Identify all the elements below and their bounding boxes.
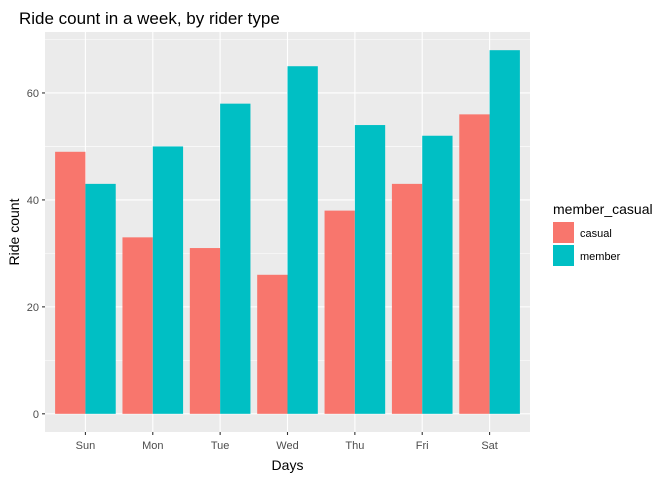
legend-label-casual: casual xyxy=(580,228,612,240)
bar-casual-mon xyxy=(122,237,153,414)
x-axis-ticks: Sun Mon Tue Wed Thu Fri Sat xyxy=(76,432,498,452)
bar-casual-fri xyxy=(391,183,423,414)
bar-casual-sat xyxy=(459,114,490,414)
bar-casual-wed xyxy=(257,274,288,414)
legend-key-member xyxy=(553,245,574,266)
x-tick-label: Sat xyxy=(481,440,498,452)
bar-casual-tue xyxy=(189,248,221,414)
x-tick-label: Sun xyxy=(76,440,96,452)
x-tick-label: Thu xyxy=(345,440,364,452)
x-tick-label: Fri xyxy=(416,440,429,452)
bar-member-tue xyxy=(220,103,251,414)
y-tick-label: 20 xyxy=(27,302,39,314)
bar-member-sun xyxy=(85,183,116,414)
legend: member_casual casual member xyxy=(553,201,653,266)
bar-casual-sun xyxy=(55,151,86,414)
y-axis-ticks: 0 20 40 60 xyxy=(27,88,45,421)
bar-casual-thu xyxy=(324,210,355,414)
bar-member-wed xyxy=(287,66,318,414)
legend-items: casual member xyxy=(553,222,621,266)
bar-member-fri xyxy=(422,135,453,414)
y-tick-label: 0 xyxy=(33,409,39,421)
y-axis-title: Ride count xyxy=(6,198,22,265)
legend-key-casual xyxy=(553,222,574,243)
bar-member-mon xyxy=(152,146,184,414)
x-tick-label: Tue xyxy=(211,440,230,452)
bars xyxy=(55,50,520,414)
bar-member-sat xyxy=(489,50,520,414)
x-tick-label: Mon xyxy=(142,440,163,452)
bar-member-thu xyxy=(354,125,386,414)
y-tick-label: 40 xyxy=(27,195,39,207)
legend-label-member: member xyxy=(580,251,621,263)
x-axis-title: Days xyxy=(272,457,304,473)
legend-title: member_casual xyxy=(553,201,653,217)
y-tick-label: 60 xyxy=(27,88,39,100)
x-tick-label: Wed xyxy=(276,440,298,452)
chart-title: Ride count in a week, by rider type xyxy=(19,9,280,28)
